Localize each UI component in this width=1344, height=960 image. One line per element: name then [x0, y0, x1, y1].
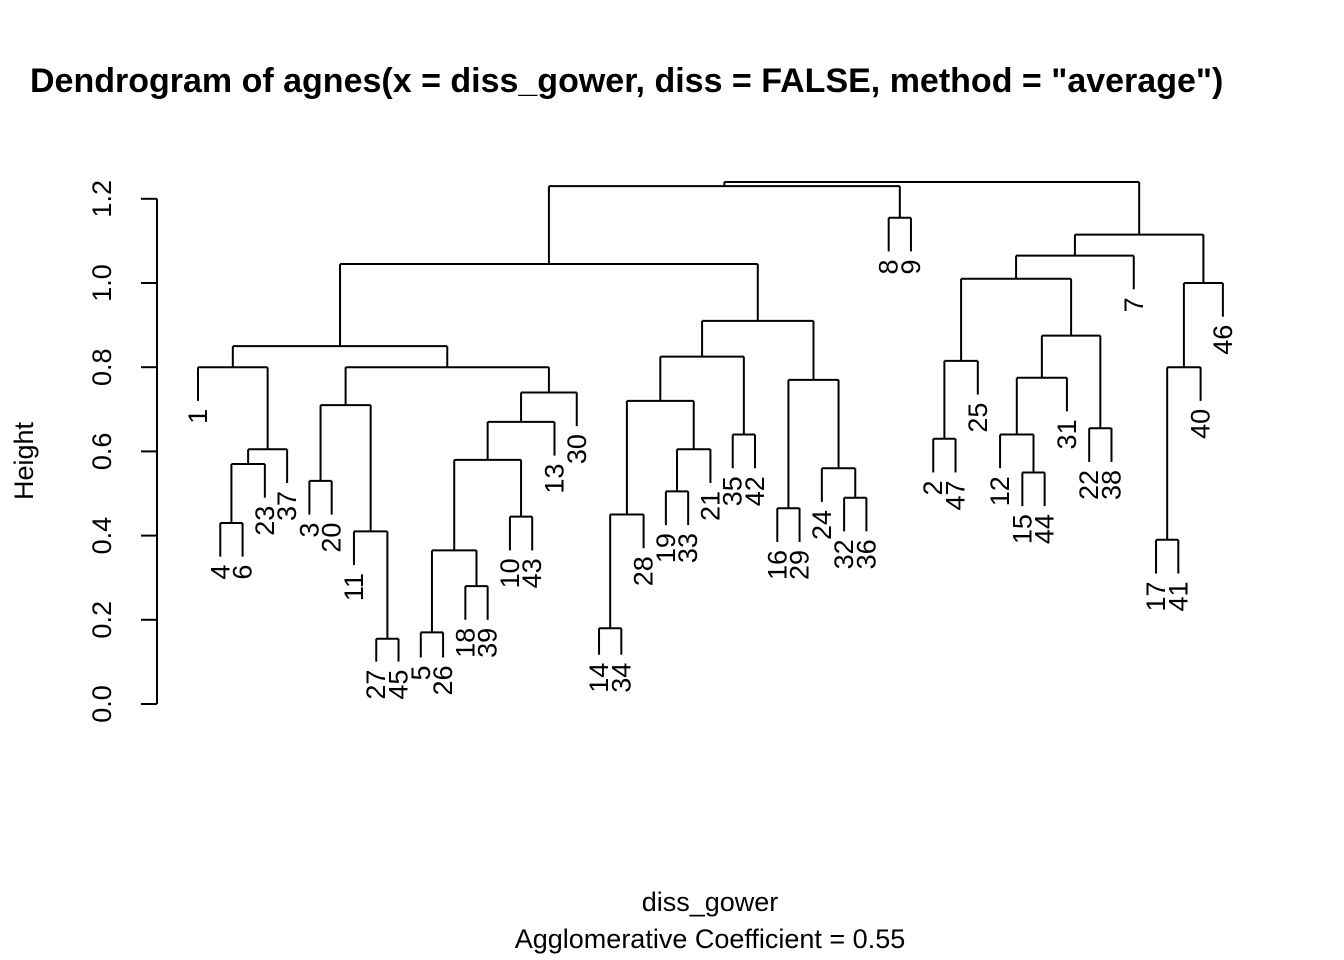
leaf-label: 32 — [829, 539, 859, 569]
leaf-label: 22 — [1074, 470, 1104, 500]
leaf-label: 33 — [673, 533, 703, 563]
leaf-label: 30 — [562, 434, 592, 464]
leaf-label: 45 — [384, 670, 414, 700]
x-axis-label: diss_gower — [642, 887, 779, 917]
y-tick-label: 0.0 — [87, 685, 117, 723]
y-tick-label: 0.2 — [87, 601, 117, 639]
leaf-label: 13 — [539, 464, 569, 494]
leaf-label: 1 — [183, 409, 213, 424]
leaf-label: 21 — [695, 491, 725, 521]
leaf-label: 41 — [1163, 581, 1193, 611]
leaf-label: 23 — [250, 506, 280, 536]
chart-title: Dendrogram of agnes(x = diss_gower, diss… — [30, 62, 1223, 100]
leaf-label: 5 — [406, 665, 436, 680]
leaf-label: 4 — [205, 565, 235, 580]
leaf-label: 44 — [1030, 514, 1060, 544]
leaf-label: 42 — [740, 476, 770, 506]
leaf-label: 37 — [272, 491, 302, 521]
leaf-label: 25 — [963, 403, 993, 433]
leaf-label: 8 — [874, 259, 904, 274]
leaf-label: 12 — [985, 476, 1015, 506]
leaf-label: 19 — [651, 533, 681, 563]
leaf-label: 38 — [1096, 470, 1126, 500]
leaf-label: 31 — [1052, 419, 1082, 449]
y-tick-label: 0.8 — [87, 348, 117, 386]
y-tick-label: 1.0 — [87, 264, 117, 302]
leaf-label: 18 — [450, 628, 480, 658]
leaf-label: 6 — [228, 565, 258, 580]
agglomerative-coefficient: Agglomerative Coefficient = 0.55 — [515, 924, 906, 954]
leaf-label: 40 — [1186, 409, 1216, 439]
y-axis: 0.0 0.2 0.4 0.6 0.8 1.0 1.2 — [87, 180, 158, 723]
leaf-label: 29 — [785, 550, 815, 580]
y-tick-label: 1.2 — [87, 180, 117, 218]
leaf-label: 9 — [896, 259, 926, 274]
leaf-label: 39 — [473, 628, 503, 658]
leaf-label: 7 — [1119, 297, 1149, 312]
leaf-labels: 1462337320112745526183910431330143428193… — [183, 259, 1238, 699]
y-tick-label: 0.4 — [87, 517, 117, 555]
leaf-label: 35 — [718, 476, 748, 506]
leaf-label: 14 — [584, 663, 614, 693]
leaf-label: 15 — [1007, 514, 1037, 544]
leaf-label: 27 — [361, 670, 391, 700]
leaf-label: 10 — [495, 558, 525, 588]
leaf-label: 2 — [918, 480, 948, 495]
leaf-label: 36 — [851, 539, 881, 569]
dendrogram-tree — [197, 180, 1224, 662]
y-axis-label: Height — [9, 421, 39, 500]
leaf-label: 26 — [428, 665, 458, 695]
y-tick-label: 0.6 — [87, 433, 117, 471]
leaf-label: 34 — [606, 663, 636, 693]
leaf-label: 24 — [807, 510, 837, 540]
leaf-label: 17 — [1141, 581, 1171, 611]
leaf-label: 43 — [517, 558, 547, 588]
leaf-label: 20 — [317, 523, 347, 553]
leaf-label: 11 — [339, 573, 369, 601]
leaf-label: 46 — [1208, 325, 1238, 355]
leaf-label: 16 — [762, 550, 792, 580]
leaf-label: 3 — [294, 523, 324, 538]
leaf-label: 28 — [629, 556, 659, 586]
leaf-label: 47 — [941, 480, 971, 510]
